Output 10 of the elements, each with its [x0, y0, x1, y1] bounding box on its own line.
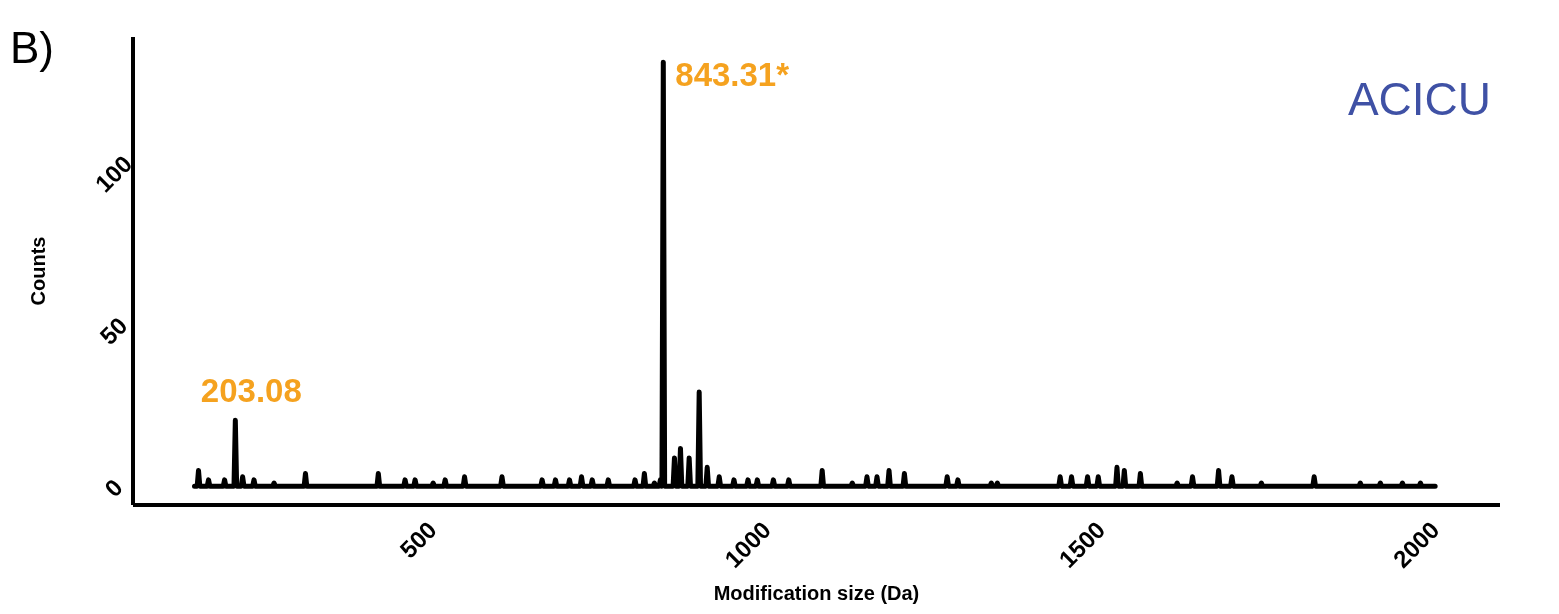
y-tick-label: 50: [94, 311, 133, 350]
x-axis-title: Modification size (Da): [713, 582, 920, 604]
text: B): [10, 23, 54, 72]
annotation: 203.08: [200, 372, 302, 410]
y-tick-label: 0: [99, 473, 128, 503]
annotation: ACICU: [1347, 73, 1491, 125]
annotation: 843.31*: [675, 56, 790, 94]
y-axis-title: Counts: [27, 236, 50, 306]
x-tick-label: 500: [394, 515, 442, 564]
y-tick-label: 100: [89, 149, 138, 198]
